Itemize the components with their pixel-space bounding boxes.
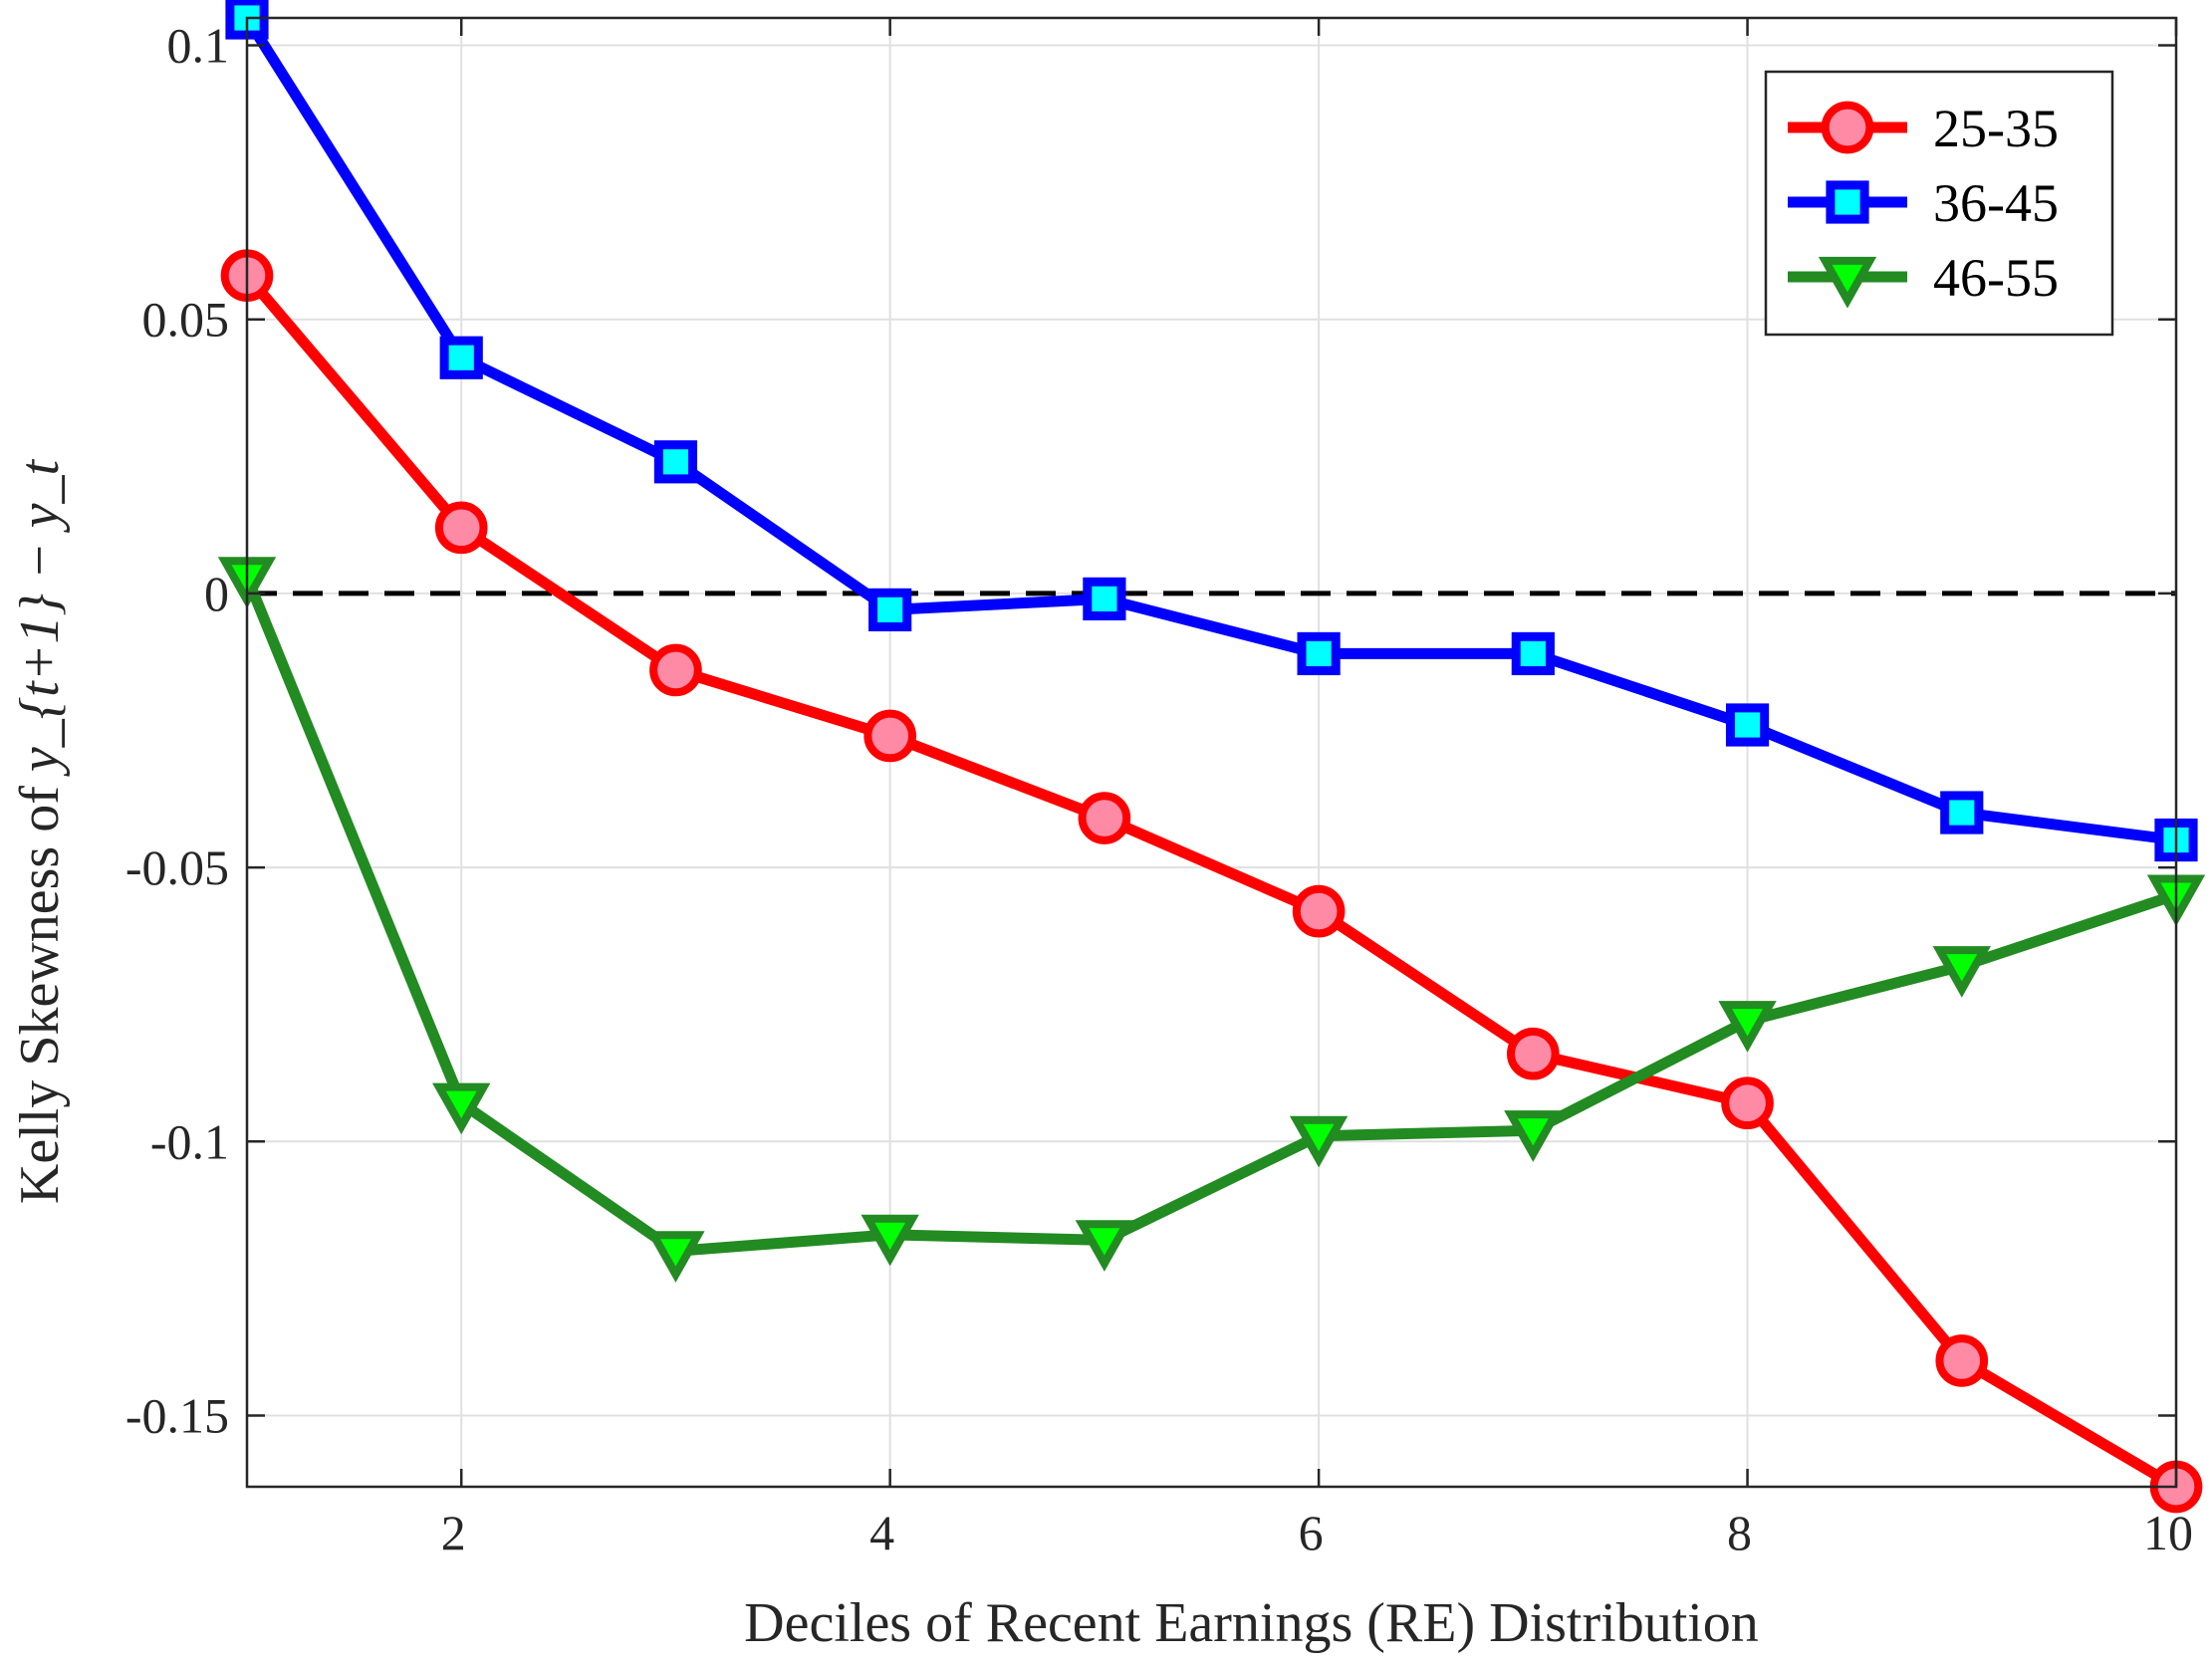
- data-point-25-35: [1507, 1027, 1560, 1080]
- legend-marker-46-55: [1818, 256, 1877, 309]
- y-tick-label: -0.05: [125, 839, 229, 895]
- y-axis-label: Kelly Skewness of y_{t+1} − y_t: [9, 458, 71, 1204]
- data-point-36-45: [1083, 577, 1126, 620]
- data-point-46-55: [1075, 1220, 1134, 1272]
- series-layer: [217, 0, 2206, 1514]
- data-point-25-35: [1935, 1334, 1989, 1387]
- legend-item-36-45: 36-45: [1788, 173, 2059, 233]
- data-point-25-35: [863, 709, 916, 763]
- legend-label-25-35: 25-35: [1933, 99, 2059, 158]
- y-tick-label: -0.15: [125, 1387, 229, 1443]
- x-tick-label: 6: [1299, 1505, 1324, 1560]
- data-point-46-55: [860, 1214, 919, 1267]
- series-36-45: [225, 0, 2198, 862]
- data-point-46-55: [1932, 946, 1991, 998]
- data-point-46-55: [1504, 1110, 1563, 1162]
- y-tick-label: -0.1: [150, 1113, 229, 1169]
- series-25-35: [220, 249, 2203, 1514]
- legend-marker-25-35: [1821, 101, 1874, 154]
- data-point-36-45: [653, 440, 698, 484]
- x-tick-label: 2: [441, 1505, 466, 1560]
- y-tick-label: 0.1: [167, 18, 230, 74]
- data-point-46-55: [432, 1082, 491, 1135]
- tick-layer: 2 4 6 8 10 -0.15 -0.1 -0.05 0 0.05 0.1: [125, 18, 2193, 1560]
- data-point-46-55: [1289, 1115, 1349, 1168]
- x-tick-label: 4: [869, 1505, 894, 1560]
- y-axis-label-math: y_{t+1} − y_t: [9, 458, 71, 777]
- data-point-36-45: [1297, 631, 1341, 676]
- x-tick-label: 10: [2143, 1505, 2193, 1560]
- data-point-25-35: [1078, 792, 1131, 844]
- legend: 25-35 36-45 46-55: [1764, 70, 2114, 337]
- data-point-36-45: [1940, 791, 1984, 834]
- series-46-55: [217, 557, 2206, 1283]
- y-tick-label: 0: [204, 566, 229, 621]
- legend-item-46-55: 46-55: [1788, 248, 2059, 309]
- y-axis-label-prefix: Kelly Skewness of: [9, 772, 71, 1204]
- data-point-25-35: [434, 501, 488, 555]
- legend-label-36-45: 36-45: [1933, 173, 2059, 233]
- legend-marker-36-45: [1826, 180, 1869, 224]
- x-axis-label: Deciles of Recent Earnings (RE) Distribu…: [744, 1592, 1759, 1654]
- y-tick-label: 0.05: [142, 292, 230, 348]
- data-point-25-35: [1721, 1076, 1774, 1130]
- series-line-25-35: [241, 270, 2182, 1493]
- data-point-36-45: [1511, 631, 1555, 676]
- data-point-36-45: [868, 588, 912, 632]
- data-point-46-55: [646, 1231, 705, 1283]
- data-point-36-45: [439, 336, 483, 379]
- data-point-36-45: [1725, 703, 1770, 747]
- data-point-25-35: [649, 643, 702, 697]
- data-point-25-35: [1292, 884, 1346, 938]
- series-line-46-55: [241, 571, 2182, 1257]
- plot-frame: [245, 16, 2178, 1489]
- series-line-36-45: [241, 12, 2182, 846]
- legend-item-25-35: 25-35: [1788, 99, 2059, 158]
- legend-label-46-55: 46-55: [1933, 248, 2059, 308]
- data-point-46-55: [1718, 1001, 1777, 1053]
- x-tick-label: 8: [1727, 1505, 1752, 1560]
